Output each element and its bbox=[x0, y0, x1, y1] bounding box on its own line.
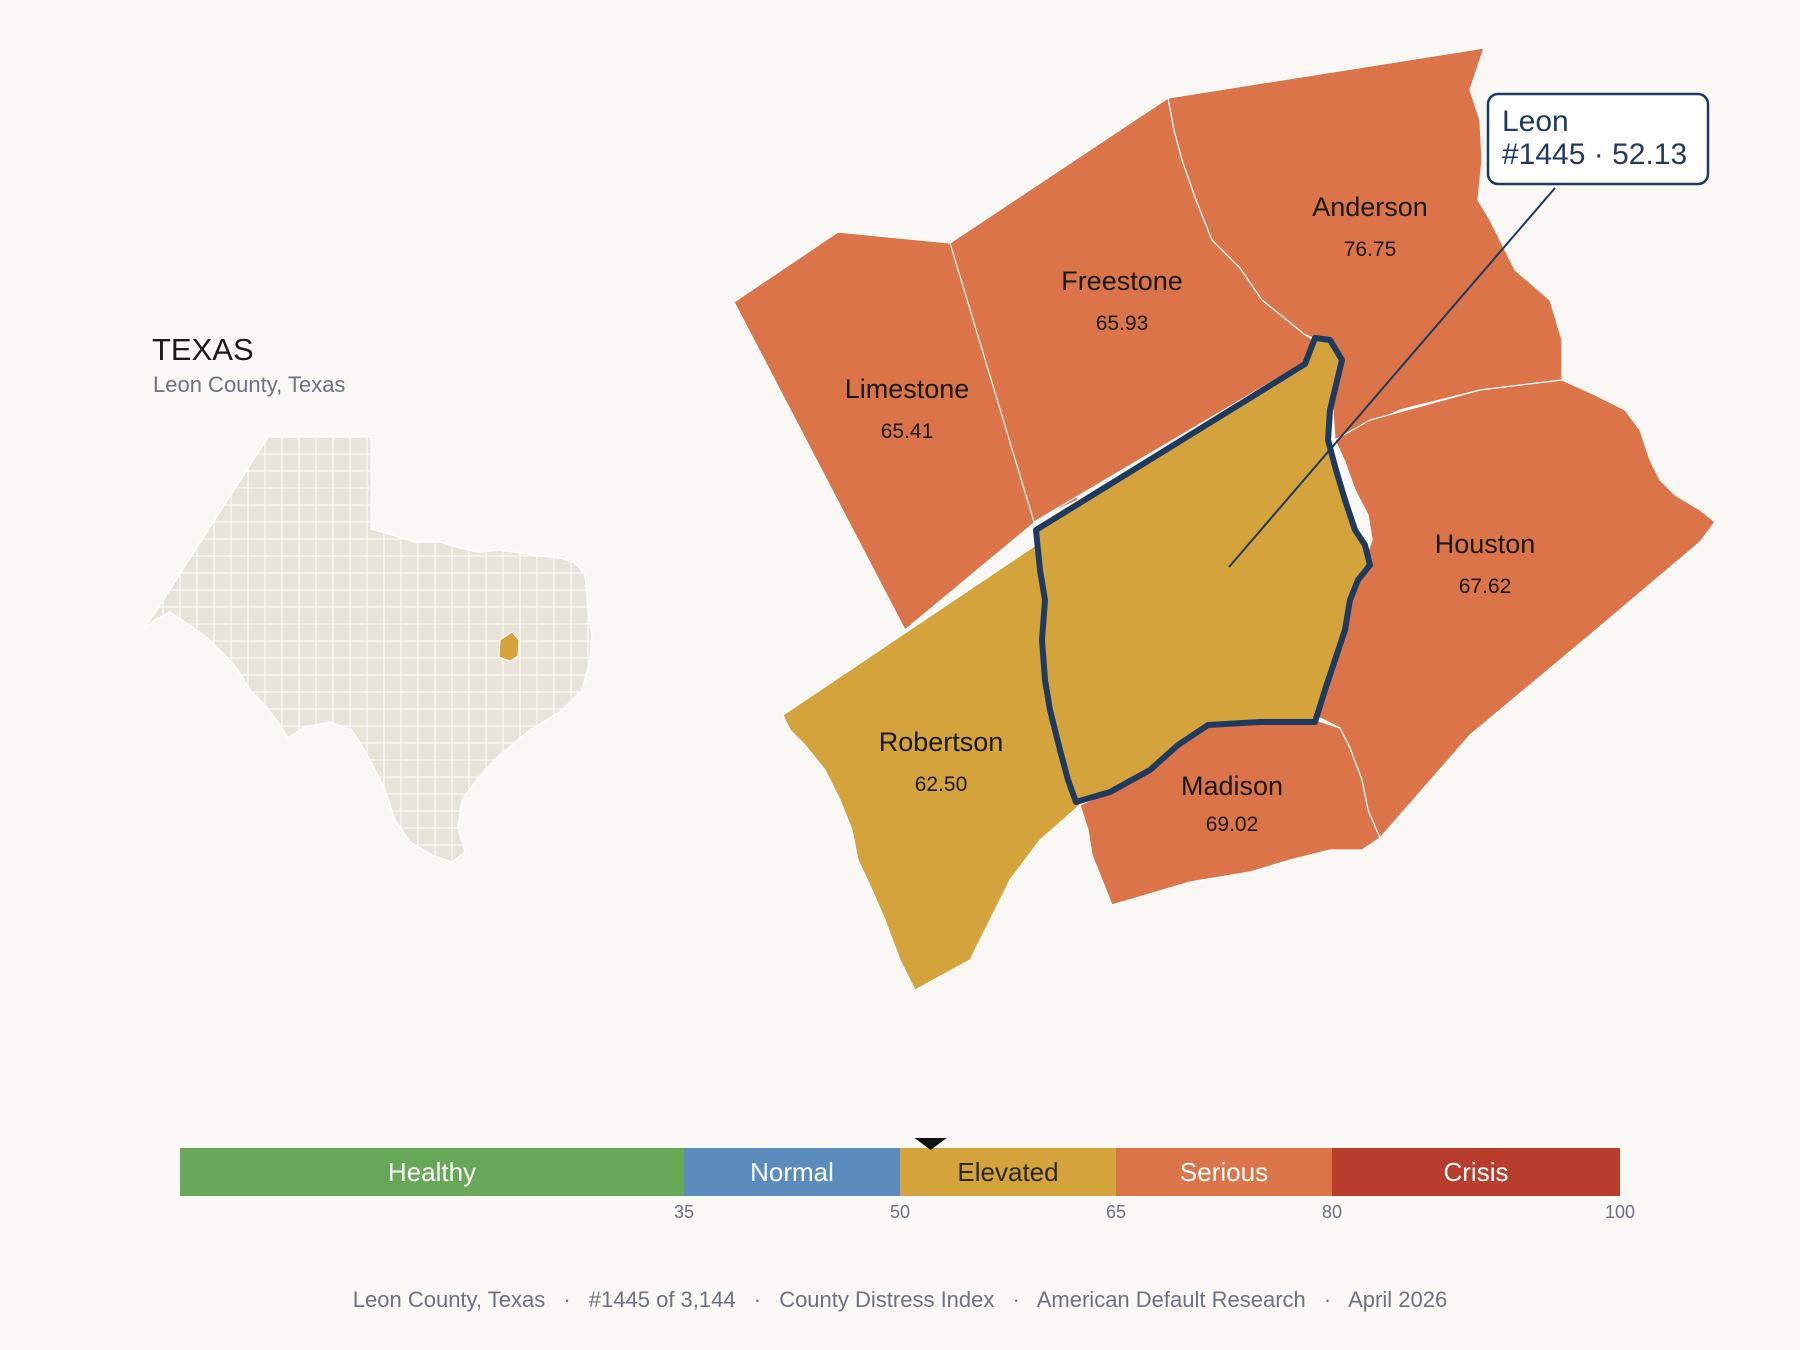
footer-sep-3: · bbox=[1013, 1287, 1020, 1312]
legend-tick-50: 50 bbox=[890, 1202, 910, 1222]
footer-caption: Leon County, Texas · #1445 of 3,144 · Co… bbox=[353, 1287, 1447, 1312]
legend-segment-serious bbox=[1116, 1148, 1332, 1196]
callout-leader-line bbox=[1228, 187, 1556, 568]
county-value-robertson: 62.50 bbox=[915, 773, 968, 796]
footer-index: County Distress Index bbox=[779, 1287, 994, 1312]
county-label-limestone: Limestone bbox=[845, 374, 970, 404]
state-title: TEXAS bbox=[152, 332, 254, 367]
county-label-houston: Houston bbox=[1435, 529, 1536, 559]
legend-label-crisis: Crisis bbox=[1444, 1157, 1509, 1187]
footer-rank: #1445 of 3,144 bbox=[589, 1287, 736, 1312]
score-marker-triangle bbox=[914, 1138, 947, 1150]
footer-sep-4: · bbox=[1324, 1287, 1331, 1312]
legend-tick-35: 35 bbox=[674, 1202, 694, 1222]
legend-label-elevated: Elevated bbox=[957, 1157, 1058, 1187]
legend-label-normal: Normal bbox=[750, 1157, 834, 1187]
callout-county-name: Leon bbox=[1502, 105, 1569, 138]
state-inset-panel: TEXAS Leon County, Texas bbox=[144, 332, 593, 863]
county-value-madison: 69.02 bbox=[1206, 813, 1259, 836]
footer-date: April 2026 bbox=[1348, 1287, 1447, 1312]
legend-segment-crisis bbox=[1332, 1148, 1620, 1196]
legend-tick-65: 65 bbox=[1106, 1202, 1126, 1222]
footer-sep-1: · bbox=[563, 1287, 570, 1312]
legend-tick-80: 80 bbox=[1322, 1202, 1342, 1222]
texas-outline bbox=[144, 436, 593, 863]
county-value-freestone: 65.93 bbox=[1096, 312, 1149, 335]
distress-legend-scale: Healthy Normal Elevated Serious Crisis 35 50 6… bbox=[180, 1138, 1635, 1222]
footer-org: American Default Research bbox=[1037, 1287, 1306, 1312]
legend-label-serious: Serious bbox=[1180, 1157, 1268, 1187]
county-robertson[interactable] bbox=[782, 544, 1081, 991]
county-value-houston: 67.62 bbox=[1459, 575, 1512, 598]
county-label-robertson: Robertson bbox=[879, 727, 1004, 757]
county-leon[interactable] bbox=[1033, 335, 1373, 805]
county-value-anderson: 76.75 bbox=[1344, 238, 1397, 261]
legend-label-healthy: Healthy bbox=[388, 1157, 476, 1187]
regional-county-map: Limestone 65.41 Freestone 65.93 Anderson… bbox=[733, 47, 1716, 991]
county-value-limestone: 65.41 bbox=[881, 420, 934, 443]
county-anderson[interactable] bbox=[1167, 47, 1563, 441]
leon-callout: Leon #1445 · 52.13 bbox=[1228, 92, 1710, 568]
footer-sep-2: · bbox=[754, 1287, 761, 1312]
legend-segment-elevated bbox=[900, 1148, 1116, 1196]
county-label-anderson: Anderson bbox=[1312, 192, 1428, 222]
inset-leon-highlight bbox=[498, 631, 520, 662]
legend-tick-100: 100 bbox=[1605, 1202, 1635, 1222]
state-subtitle: Leon County, Texas bbox=[153, 372, 345, 397]
legend-segment-healthy bbox=[180, 1148, 684, 1196]
callout-rank-score: #1445 · 52.13 bbox=[1502, 138, 1687, 171]
texas-inset-map bbox=[144, 436, 593, 863]
county-label-madison: Madison bbox=[1181, 771, 1283, 801]
county-label-freestone: Freestone bbox=[1061, 266, 1183, 296]
footer-county: Leon County, Texas bbox=[353, 1287, 545, 1312]
callout-box bbox=[1486, 92, 1710, 186]
county-houston[interactable] bbox=[1313, 379, 1716, 840]
legend-segment-normal bbox=[684, 1148, 900, 1196]
